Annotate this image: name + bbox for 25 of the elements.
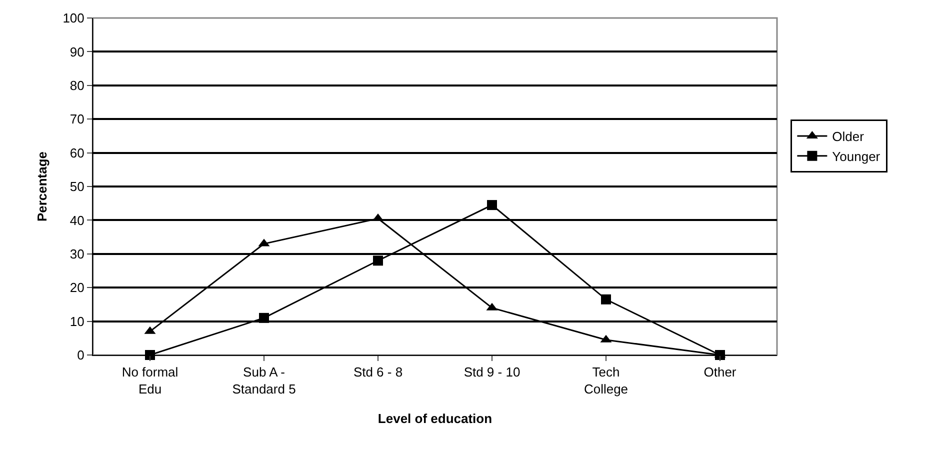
point bbox=[373, 256, 383, 266]
x-tick-label: Std 6 - 8 bbox=[353, 364, 403, 380]
x-tick-label: No formal Edu bbox=[122, 364, 178, 396]
point bbox=[487, 200, 497, 210]
y-tick-label: 50 bbox=[70, 179, 84, 194]
y-axis-title: Percentage bbox=[34, 151, 50, 222]
x-tick-label: Std 9 - 10 bbox=[464, 364, 520, 380]
y-tick-label: 70 bbox=[70, 112, 84, 127]
y-tick-label: 30 bbox=[70, 246, 84, 262]
y-tick-label: 80 bbox=[70, 78, 84, 93]
x-tick-label: Tech College bbox=[584, 364, 628, 396]
y-tick-label: 100 bbox=[62, 10, 84, 26]
y-tick-label: 40 bbox=[70, 212, 84, 228]
point bbox=[259, 312, 269, 323]
legend-label: Younger bbox=[832, 148, 881, 164]
y-tick-label: 0 bbox=[77, 348, 84, 363]
x-tick-label: Sub A - Standard 5 bbox=[232, 364, 296, 396]
x-axis-title: Level of education bbox=[378, 411, 492, 426]
x-tick-label: Other bbox=[704, 364, 737, 380]
y-tick-label: 10 bbox=[70, 314, 84, 329]
legend-label: Older bbox=[832, 129, 865, 144]
y-tick-label: 60 bbox=[70, 145, 84, 160]
point bbox=[601, 294, 611, 304]
y-tick-label: 20 bbox=[70, 280, 84, 296]
y-tick-label: 90 bbox=[70, 44, 84, 60]
